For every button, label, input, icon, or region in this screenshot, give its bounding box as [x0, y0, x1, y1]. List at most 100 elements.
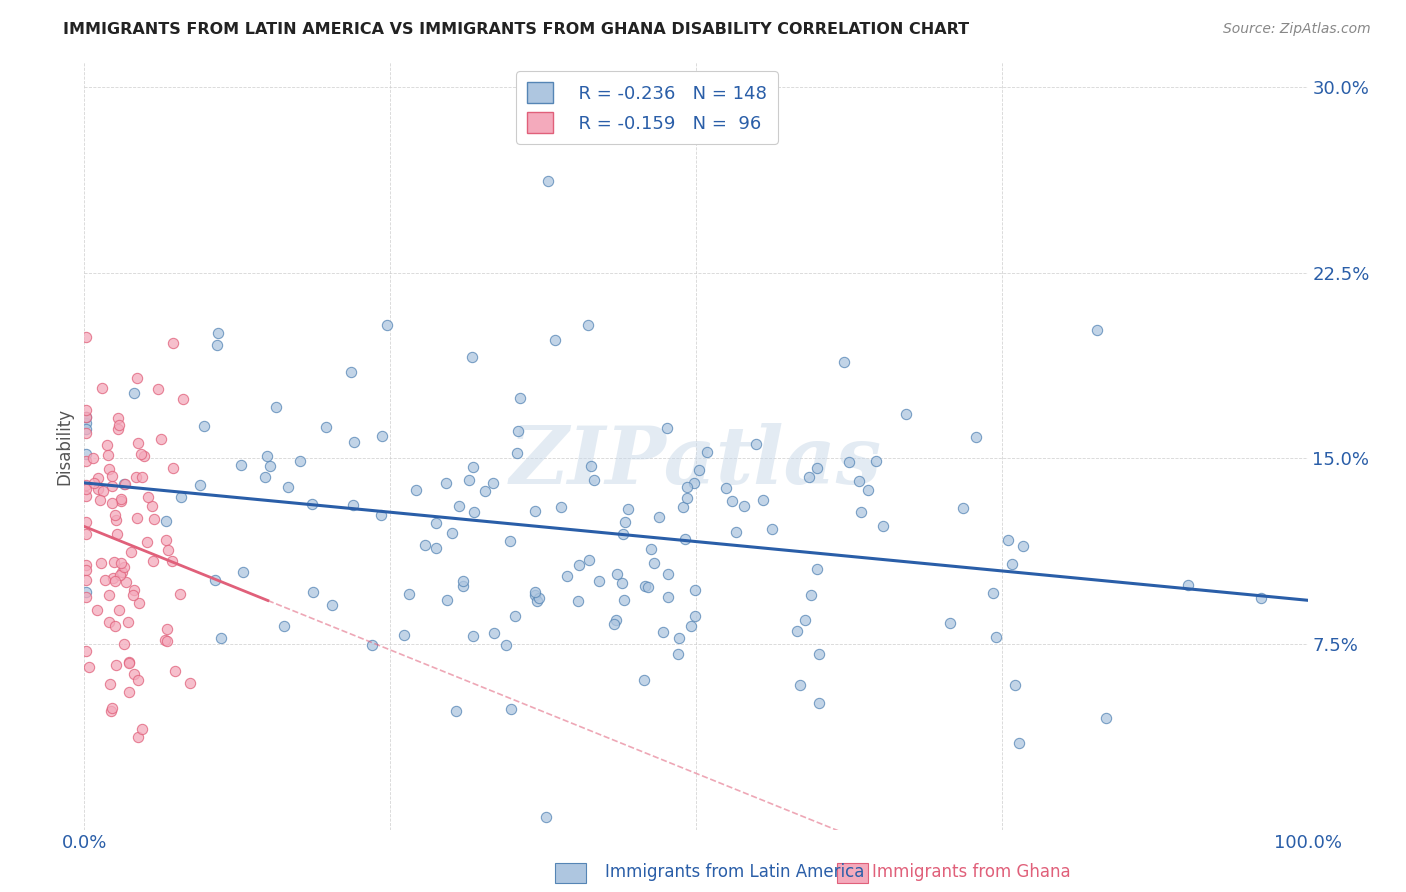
Point	[129, 447, 152, 461]
Point	[127, 511, 149, 525]
Point	[264, 401, 287, 415]
Point	[434, 475, 457, 490]
Point	[606, 567, 628, 582]
Point	[122, 666, 145, 681]
Point	[98, 588, 121, 602]
Point	[617, 501, 640, 516]
Point	[110, 492, 132, 507]
Point	[156, 634, 179, 648]
Point	[207, 326, 229, 340]
Point	[637, 580, 659, 594]
Point	[179, 675, 201, 690]
Point	[800, 588, 823, 602]
Point	[461, 460, 484, 475]
Point	[578, 318, 600, 333]
Point	[463, 629, 485, 643]
Point	[118, 684, 141, 698]
Point	[98, 615, 121, 630]
Point	[170, 490, 193, 504]
Point	[160, 554, 183, 568]
Point	[135, 535, 157, 549]
Point	[75, 403, 97, 417]
Point	[751, 492, 773, 507]
Point	[97, 448, 120, 462]
Text: Immigrants from Latin America: Immigrants from Latin America	[605, 863, 863, 881]
Point	[375, 318, 398, 333]
Point	[98, 677, 121, 691]
Point	[89, 493, 111, 508]
Point	[405, 483, 427, 497]
Point	[172, 392, 194, 406]
Point	[75, 478, 97, 492]
Point	[838, 455, 860, 469]
Point	[865, 454, 887, 468]
Point	[648, 510, 671, 524]
Point	[75, 422, 97, 436]
Point	[849, 505, 872, 519]
Point	[153, 632, 176, 647]
Point	[685, 582, 707, 597]
Point	[461, 350, 484, 364]
Text: IMMIGRANTS FROM LATIN AMERICA VS IMMIGRANTS FROM GHANA DISABILITY CORRELATION CH: IMMIGRANTS FROM LATIN AMERICA VS IMMIGRA…	[63, 22, 969, 37]
Point	[107, 422, 129, 436]
Point	[939, 616, 962, 631]
Point	[683, 476, 706, 491]
Point	[103, 555, 125, 569]
Point	[613, 515, 636, 529]
Point	[259, 459, 281, 474]
Point	[86, 602, 108, 616]
Point	[499, 533, 522, 548]
Point	[474, 484, 496, 499]
Point	[104, 658, 127, 673]
Point	[75, 644, 97, 658]
Point	[131, 469, 153, 483]
Point	[413, 538, 436, 552]
Point	[555, 569, 578, 583]
Point	[101, 479, 124, 493]
Point	[94, 573, 117, 587]
Point	[110, 556, 132, 570]
Point	[447, 500, 470, 514]
Point	[125, 370, 148, 384]
Point	[984, 630, 1007, 644]
Point	[142, 512, 165, 526]
Point	[87, 471, 110, 485]
Point	[675, 480, 697, 494]
Point	[156, 543, 179, 558]
Point	[343, 435, 366, 450]
Point	[688, 463, 710, 477]
Point	[108, 603, 131, 617]
Point	[75, 410, 97, 425]
Point	[141, 499, 163, 513]
Point	[138, 490, 160, 504]
Point	[745, 437, 768, 451]
Point	[526, 594, 548, 608]
Point	[75, 426, 97, 441]
Point	[997, 533, 1019, 547]
Point	[806, 461, 828, 475]
Point	[612, 526, 634, 541]
Point	[603, 616, 626, 631]
Point	[806, 562, 828, 576]
Point	[1094, 711, 1116, 725]
Point	[104, 512, 127, 526]
Point	[679, 619, 702, 633]
Point	[481, 475, 503, 490]
Text: Source: ZipAtlas.com: Source: ZipAtlas.com	[1223, 22, 1371, 37]
Point	[1177, 578, 1199, 592]
Point	[105, 527, 128, 541]
Point	[506, 425, 529, 439]
Point	[87, 482, 110, 496]
Point	[458, 473, 481, 487]
Point	[112, 559, 135, 574]
Point	[131, 723, 153, 737]
Point	[425, 516, 447, 530]
Point	[90, 381, 112, 395]
Point	[75, 330, 97, 344]
Point	[1085, 323, 1108, 337]
Point	[100, 705, 122, 719]
Point	[146, 382, 169, 396]
Point	[100, 701, 122, 715]
Point	[537, 174, 560, 188]
Point	[277, 480, 299, 494]
